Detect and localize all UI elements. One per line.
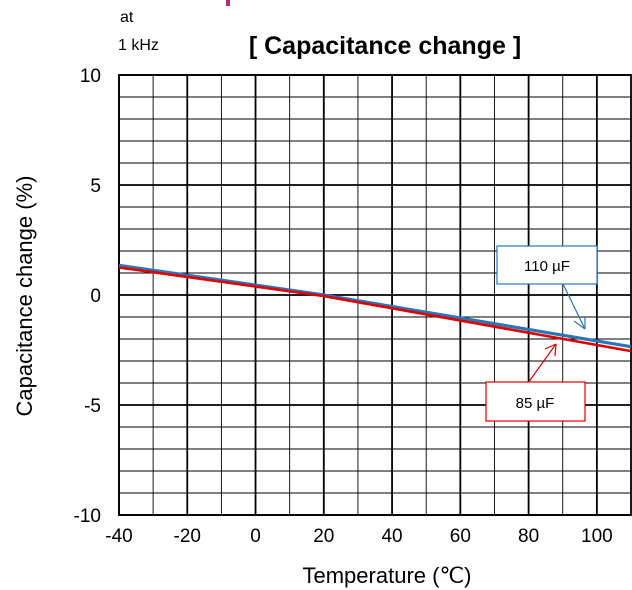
series-lines [118,263,632,353]
x-tick-label: 80 [518,526,539,547]
condition-line-2: 1 kHz [118,37,159,54]
y-tick-label: 10 [80,66,101,87]
x-axis-label: Temperature (℃) [303,563,472,588]
callout-110uf-box [496,245,598,285]
x-tick-label: 40 [381,526,402,547]
callout-110uf: 110 µF [496,245,598,330]
callout-110uf-label: 110 µF [524,258,570,275]
x-tick-label: 20 [313,526,334,547]
chart-title: [ Capacitance change ] [249,32,521,60]
y-tick-label: 0 [90,286,101,307]
condition-line-1: at [120,9,134,26]
callout-85uf-box [485,381,586,422]
x-tick-label: -40 [105,526,132,547]
y-tick-label: -10 [74,506,101,527]
x-tick-label: -20 [174,526,201,547]
top-accent-mark [226,0,230,6]
x-tick-label: 100 [581,526,613,547]
plot-frame [118,74,632,516]
y-tick-label: 5 [90,176,101,197]
callout-85uf: 85 µF [485,343,586,422]
callout-85uf-label: 85 µF [516,395,555,412]
series-line-85uf [118,266,632,353]
callout-110uf-arrow [562,283,586,330]
y-axis-label: Capacitance change (%) [12,176,37,417]
callout-85uf-arrow [527,343,557,384]
tick-labels: -40 -20 0 20 40 60 80 100 -10 -5 0 5 10 [74,66,613,547]
y-tick-label: -5 [84,396,101,417]
callout-85uf-arrowhead [544,343,557,357]
callout-110uf-arrowhead [573,317,586,330]
grid [118,74,632,516]
x-tick-label: 60 [450,526,471,547]
x-tick-label: 0 [250,526,261,547]
